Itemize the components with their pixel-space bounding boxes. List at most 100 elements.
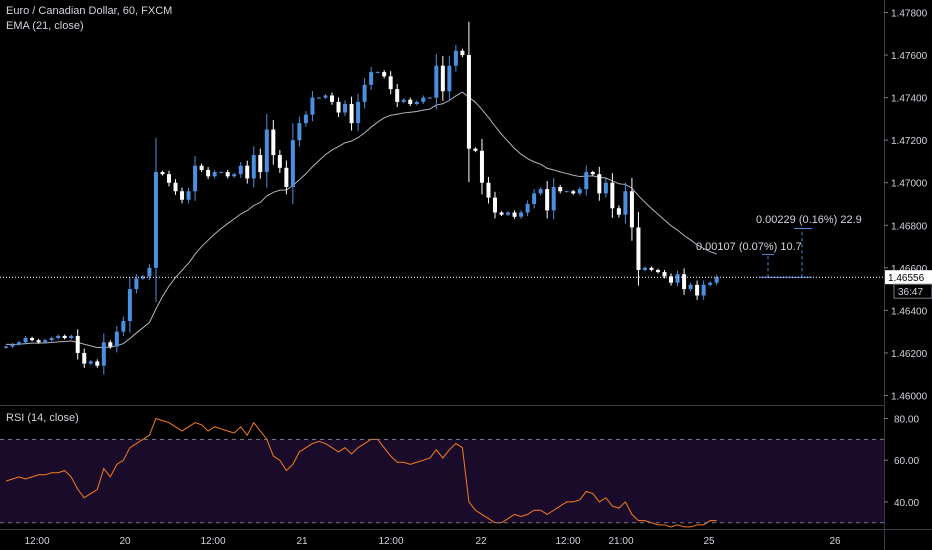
candle-body-down <box>82 352 87 364</box>
candle-body-down <box>199 165 204 170</box>
candle-body-up <box>101 342 106 366</box>
candle-body-down <box>636 227 641 270</box>
time-axis-label: 12:00 <box>555 536 580 547</box>
candle-body-up <box>147 267 152 277</box>
candle-body-down <box>336 101 341 113</box>
candle-body-up <box>43 340 48 343</box>
candle-body-down <box>610 182 615 209</box>
symbol-title: Euro / Canadian Dollar, 60, FXCM <box>6 5 173 17</box>
candle-body-up <box>375 72 380 74</box>
rsi-indicator-label: RSI (14, close) <box>6 412 79 424</box>
time-axis-label: 26 <box>829 536 841 547</box>
candle-body-down <box>180 191 185 200</box>
candle-body-down <box>160 172 165 175</box>
candle-body-up <box>49 338 54 341</box>
rsi-layer <box>5 417 717 528</box>
candle-body-down <box>662 272 667 277</box>
candle-body-up <box>447 65 452 92</box>
candle-body-down <box>95 361 100 366</box>
candle-body-down <box>493 197 497 213</box>
candle-body-up <box>343 104 348 113</box>
candle-body-down <box>271 129 276 156</box>
candle-body-up <box>421 97 426 102</box>
candle-body-down <box>284 167 289 187</box>
rsi-tick-label: 80.00 <box>894 415 919 426</box>
candle-body-down <box>75 335 80 353</box>
candle-body-down <box>479 150 484 183</box>
time-axis-label: 12:00 <box>378 536 403 547</box>
candle-body-up <box>675 274 680 283</box>
candle-body-down <box>473 148 478 151</box>
price-tick-label: 1.46800 <box>891 221 928 232</box>
candle-layer <box>4 21 719 375</box>
candle-body-up <box>538 189 543 194</box>
time-axis-label: 21:00 <box>608 536 633 547</box>
candle-body-up <box>10 344 15 347</box>
candle-body-down <box>245 165 250 179</box>
time-axis-label: 21 <box>296 536 308 547</box>
candle-body-down <box>62 335 67 339</box>
candle-body-up <box>232 174 237 177</box>
candle-body-down <box>466 55 471 149</box>
time-axis-label: 22 <box>475 536 487 547</box>
countdown-label: 36:47 <box>898 287 923 298</box>
candle-body-up <box>356 101 361 124</box>
candle-body-down <box>395 89 400 102</box>
rsi-band <box>0 439 884 523</box>
price-tick-label: 1.47600 <box>891 51 928 62</box>
candle-body-down <box>30 338 35 341</box>
candle-body-down <box>499 212 504 215</box>
price-tick-label: 1.47800 <box>891 9 928 20</box>
candle-body-up <box>264 129 269 173</box>
measure-label-upper: 0.00229 (0.16%) 22.9 <box>756 214 862 226</box>
candle-body-down <box>656 269 660 273</box>
candle-body-up <box>127 289 132 322</box>
candle-body-up <box>88 361 93 364</box>
candle-body-up <box>519 212 524 217</box>
candle-body-up <box>642 267 647 270</box>
candle-body-down <box>408 99 413 104</box>
candle-body-down <box>108 342 113 347</box>
price-tick-label: 1.47400 <box>891 94 928 105</box>
rsi-tick-label: 60.00 <box>894 456 919 467</box>
candle-body-down <box>225 172 230 177</box>
candle-body-up <box>297 123 302 141</box>
price-tick-label: 1.46000 <box>891 391 928 402</box>
candle-body-up <box>121 321 126 332</box>
candle-body-down <box>682 274 687 290</box>
candle-body-up <box>17 342 22 345</box>
candle-body-up <box>23 338 28 343</box>
candle-body-up <box>56 335 61 339</box>
candle-body-down <box>695 284 700 296</box>
candle-body-up <box>140 276 145 279</box>
candle-body-up <box>564 191 569 193</box>
candle-body-up <box>369 72 374 85</box>
candle-body-up <box>401 99 406 102</box>
candle-body-up <box>310 97 315 115</box>
candle-body-down <box>649 267 654 270</box>
candle-body-up <box>708 282 713 285</box>
measure-label-lower: 0.00107 (0.07%) 10.7 <box>696 241 802 253</box>
candle-body-up <box>525 204 530 213</box>
time-axis-label: 12:00 <box>200 536 225 547</box>
time-axis-label: 12:00 <box>24 536 49 547</box>
candle-body-up <box>362 84 367 102</box>
candle-body-down <box>167 174 171 183</box>
candle-body-up <box>584 172 589 190</box>
price-tick-label: 1.46400 <box>891 306 928 317</box>
candle-body-up <box>193 165 198 192</box>
candle-body-down <box>558 186 563 192</box>
candle-body-up <box>186 191 191 200</box>
candle-body-down <box>571 191 576 194</box>
candle-body-up <box>153 172 158 268</box>
price-tick-label: 1.47200 <box>891 136 928 147</box>
rsi-tick-label: 40.00 <box>894 498 919 509</box>
candle-body-down <box>173 182 178 192</box>
candle-body-down <box>388 76 393 90</box>
candle-body-up <box>453 50 458 66</box>
candle-body-up <box>323 95 328 98</box>
price-tick-label: 1.46600 <box>891 264 928 275</box>
candle-body-up <box>623 191 628 215</box>
candle-body-up <box>316 97 321 99</box>
